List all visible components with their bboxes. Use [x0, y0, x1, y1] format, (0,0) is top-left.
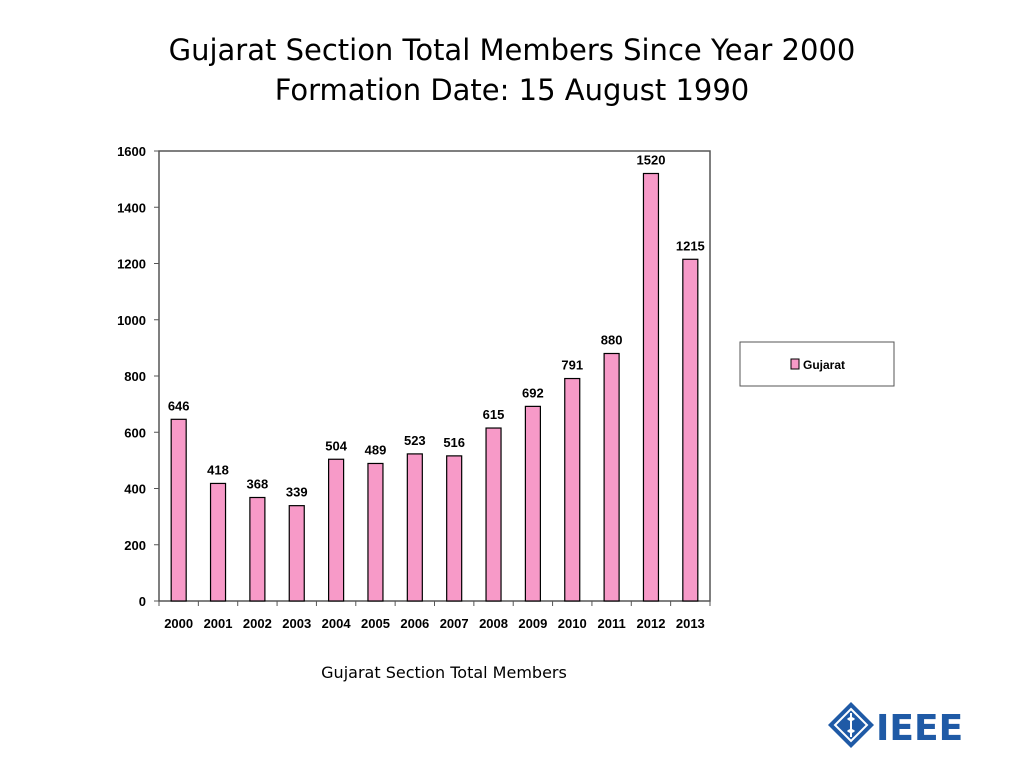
bar	[249, 496, 266, 602]
bar	[603, 352, 620, 602]
data-label: 504	[325, 438, 347, 453]
bar	[485, 427, 502, 602]
bar	[288, 505, 305, 602]
bar	[209, 482, 227, 602]
ieee-logo: IEEE	[828, 702, 963, 749]
ieee-wordmark: IEEE	[876, 708, 963, 749]
x-tick-label: 2001	[204, 616, 233, 631]
bar	[328, 458, 345, 602]
y-tick-label: 1000	[117, 313, 146, 328]
data-label: 339	[286, 485, 308, 500]
title-line-1: Gujarat Section Total Members Since Year…	[168, 33, 856, 67]
x-tick-label: 2008	[479, 616, 508, 631]
data-label: 615	[483, 407, 505, 422]
x-tick-label: 2010	[558, 616, 587, 631]
title-line-2: Formation Date: 15 August 1990	[274, 73, 750, 107]
data-label: 489	[365, 442, 387, 457]
x-tick-label: 2003	[282, 616, 311, 631]
y-tick-label: 0	[139, 594, 146, 609]
x-tick-label: 2000	[164, 616, 193, 631]
data-label: 523	[404, 433, 426, 448]
data-label: 692	[522, 385, 544, 400]
data-label: 880	[601, 333, 623, 348]
legend: Gujarat	[739, 341, 895, 387]
data-label: 1215	[676, 238, 705, 253]
y-tick-label: 1200	[117, 257, 146, 272]
y-tick-label: 400	[124, 482, 146, 497]
slide-title: Gujarat Section Total Members Since Year…	[0, 30, 1024, 110]
y-tick-label: 800	[124, 369, 146, 384]
data-label: 1520	[637, 153, 666, 168]
ieee-diamond-icon	[828, 702, 874, 748]
y-tick-label: 200	[124, 538, 146, 553]
y-tick-label: 1600	[117, 144, 146, 159]
x-tick-label: 2006	[400, 616, 429, 631]
legend-swatch	[790, 358, 800, 370]
bar	[406, 453, 423, 602]
bar	[642, 172, 660, 602]
bar	[682, 258, 699, 602]
bar	[446, 455, 463, 602]
data-label: 516	[443, 435, 465, 450]
x-tick-label: 2013	[676, 616, 705, 631]
x-tick-label: 2004	[322, 616, 352, 631]
x-tick-label: 2011	[598, 616, 626, 631]
x-tick-label: 2002	[243, 616, 272, 631]
data-label: 418	[207, 462, 229, 477]
legend-box	[739, 341, 895, 387]
bar	[170, 418, 187, 602]
x-tick-label: 2005	[361, 616, 390, 631]
data-label: 791	[561, 358, 583, 373]
x-tick-label: 2009	[518, 616, 547, 631]
data-label: 368	[247, 477, 269, 492]
x-tick-label: 2007	[440, 616, 469, 631]
bar	[524, 405, 541, 602]
plot-frame	[158, 150, 711, 602]
bar	[367, 462, 384, 602]
x-tick-label: 2012	[637, 616, 666, 631]
plot-area: 0 200 400 600 800 1000 1200 1400 1600 646 2000 418 2…	[117, 144, 711, 631]
chart-caption: Gujarat Section Total Members	[321, 663, 567, 682]
bar	[564, 377, 581, 602]
data-label: 646	[168, 398, 190, 413]
legend-label: Gujarat	[803, 358, 845, 372]
y-tick-label: 600	[124, 425, 146, 440]
y-tick-label: 1400	[117, 200, 146, 215]
